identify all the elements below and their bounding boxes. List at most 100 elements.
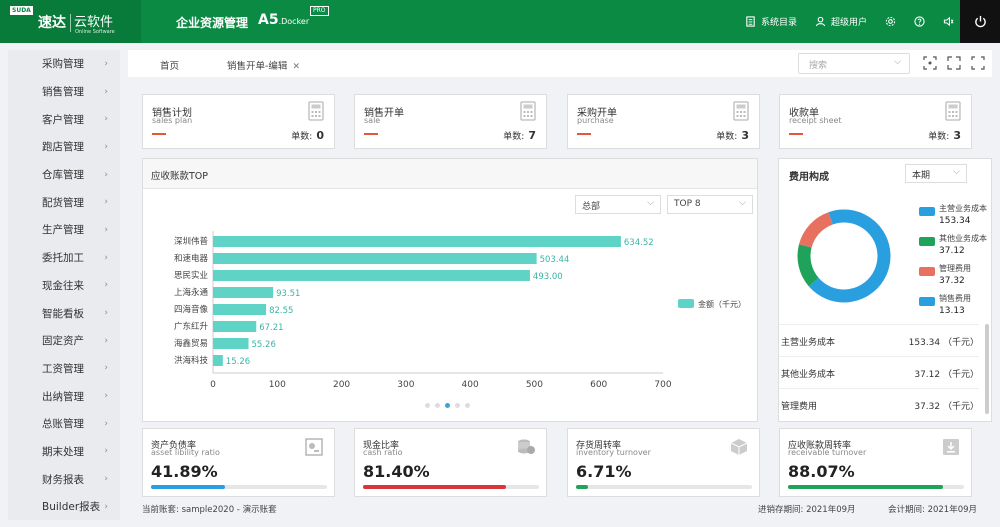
- top-bar: SUDA 速达 云软件 Online Software 企业资源管理 A5.Do…: [0, 0, 1000, 43]
- sidebar-item[interactable]: 委托加工 ›: [8, 244, 120, 272]
- period-value: 本期: [912, 171, 931, 181]
- sidebar-item[interactable]: 财务报表 ›: [8, 465, 120, 493]
- legend-value: 37.12: [939, 246, 965, 256]
- period-select[interactable]: 本期 ⌵: [905, 164, 967, 183]
- legend-label: 金额（千元）: [698, 299, 746, 309]
- pager-dots[interactable]: [425, 403, 470, 408]
- sidebar-item[interactable]: 仓库管理 ›: [8, 161, 120, 189]
- sidebar-item[interactable]: 出纳管理 ›: [8, 382, 120, 410]
- inventory-turnover-card[interactable]: 存货周转率 inventory turnover 6.71%: [567, 428, 760, 497]
- tab-home[interactable]: 首页: [160, 61, 180, 72]
- count-label: 单数:: [928, 132, 950, 142]
- count-label: 单数:: [716, 132, 738, 142]
- sidebar-item[interactable]: 销售管理 ›: [8, 78, 120, 106]
- receipt-sheet-card[interactable]: 收款单 receipt sheet 单数: 3: [779, 94, 972, 149]
- bar: [213, 236, 621, 247]
- brand-logo: SUDA 速达 云软件 Online Software: [0, 0, 141, 43]
- sidebar-item[interactable]: 生产管理 ›: [8, 216, 120, 244]
- sidebar-item[interactable]: Builder报表 ›: [8, 493, 120, 521]
- sales-order-card[interactable]: 销售开单 sale 单数: 7: [354, 94, 547, 149]
- card-dash: [789, 133, 803, 135]
- card-count: 单数: 3: [928, 129, 961, 142]
- chevron-right-icon: ›: [104, 474, 108, 485]
- chevron-right-icon: ›: [104, 169, 108, 180]
- ratio-value: 41.89%: [151, 462, 218, 481]
- sidebar-item-label: 配货管理: [42, 196, 84, 209]
- sidebar-item-label: 生产管理: [42, 224, 84, 237]
- card-title: 销售计划: [152, 108, 192, 119]
- card-dash: [152, 133, 166, 135]
- chevron-right-icon: ›: [104, 501, 108, 512]
- chevron-right-icon: ›: [104, 197, 108, 208]
- download-box-icon: [943, 439, 959, 455]
- system-catalog-button[interactable]: 系统目录: [745, 15, 797, 28]
- chevron-down-icon: ⌵: [739, 198, 746, 208]
- card-subtitle: receivable turnover: [788, 448, 867, 457]
- sidebar-item[interactable]: 采购管理 ›: [8, 50, 120, 78]
- progress-fill: [788, 485, 943, 489]
- top-n-select[interactable]: TOP 8 ⌵: [667, 195, 753, 214]
- pager-dot[interactable]: [435, 403, 440, 408]
- ratio-value: 88.07%: [788, 462, 855, 481]
- brand-badge: SUDA: [10, 6, 33, 15]
- expense-row-label: 主营业务成本: [781, 338, 836, 348]
- chevron-right-icon: ›: [104, 363, 108, 374]
- product-sub: .Docker: [278, 17, 310, 26]
- scope-select[interactable]: 总部 ⌵: [575, 195, 661, 214]
- asset-liability-card[interactable]: 资产负债率 asset libility ratio 41.89%: [142, 428, 335, 497]
- sidebar-item[interactable]: 客户管理 ›: [8, 105, 120, 133]
- sidebar-item[interactable]: 总账管理 ›: [8, 410, 120, 438]
- ar-panel-title: 应收账款TOP: [143, 159, 757, 189]
- settings-gear-icon[interactable]: [885, 16, 896, 27]
- progress-fill: [363, 485, 506, 489]
- sidebar-item[interactable]: 固定资产 ›: [8, 327, 120, 355]
- legend-swatch: [919, 237, 935, 246]
- count-value: 0: [316, 129, 324, 142]
- chevron-right-icon: ›: [104, 335, 108, 346]
- help-icon[interactable]: [914, 16, 925, 27]
- sidebar-item[interactable]: 智能看板 ›: [8, 299, 120, 327]
- bar-value-label: 493.00: [533, 272, 563, 282]
- pager-dot-active[interactable]: [445, 403, 450, 408]
- legend-value: 37.32: [939, 276, 965, 286]
- sidebar-item[interactable]: 工资管理 ›: [8, 355, 120, 383]
- search-select[interactable]: 搜索 ⌵: [798, 53, 910, 74]
- x-tick-label: 500: [526, 380, 543, 390]
- sidebar-item[interactable]: 跑店管理 ›: [8, 133, 120, 161]
- legend-value: 13.13: [939, 306, 965, 316]
- fullscreen-icon[interactable]: [947, 56, 961, 70]
- power-button[interactable]: [960, 0, 1000, 43]
- tab-close-icon[interactable]: ✕: [292, 62, 300, 72]
- scope-value: 总部: [582, 202, 601, 212]
- sidebar-menu: 采购管理 › 销售管理 › 客户管理 › 跑店管理 › 仓库管理 › 配货管理 › 生产管理 › 委托加工 ›…: [8, 50, 120, 520]
- receivable-turnover-card[interactable]: 应收账款周转率 receivable turnover 88.07%: [779, 428, 972, 497]
- search-placeholder: 搜索: [809, 61, 828, 71]
- speaker-icon[interactable]: [943, 16, 954, 27]
- user-menu[interactable]: 超级用户: [815, 15, 867, 28]
- expense-panel: 费用构成 本期 ⌵ 主营业务成本 153.34 其他业务成本 37.12 管理费用 37.3…: [778, 158, 992, 422]
- pager-dot[interactable]: [465, 403, 470, 408]
- cash-ratio-card[interactable]: 现金比率 cash ratio 81.40%: [354, 428, 547, 497]
- sales-plan-card[interactable]: 销售计划 sales plan 单数: 0: [142, 94, 335, 149]
- pager-dot[interactable]: [425, 403, 430, 408]
- tab-sales-edit-label: 销售开单-编辑: [227, 61, 288, 72]
- chevron-down-icon: ⌵: [894, 57, 901, 67]
- sidebar-item[interactable]: 期末处理 ›: [8, 438, 120, 466]
- sidebar-item[interactable]: 现金往来 ›: [8, 272, 120, 300]
- scrollbar[interactable]: [985, 324, 989, 414]
- sidebar-item-label: 销售管理: [42, 86, 84, 99]
- tab-sales-edit[interactable]: 销售开单-编辑 ✕: [227, 58, 300, 72]
- catalog-icon: [746, 16, 755, 27]
- sidebar-item-label: 仓库管理: [42, 169, 84, 182]
- pager-dot[interactable]: [455, 403, 460, 408]
- purchase-order-card[interactable]: 采购开单 purchase 单数: 3: [567, 94, 760, 149]
- bar: [213, 287, 274, 298]
- sidebar-item[interactable]: 配货管理 ›: [8, 188, 120, 216]
- bar-value-label: 82.55: [269, 306, 293, 316]
- donut-slice: [828, 209, 845, 225]
- calculator-icon: [308, 101, 324, 121]
- expand-icon[interactable]: [971, 56, 985, 70]
- card-title: 应收账款周转率: [788, 441, 852, 451]
- card-dash: [577, 133, 591, 135]
- locate-icon[interactable]: [923, 56, 937, 70]
